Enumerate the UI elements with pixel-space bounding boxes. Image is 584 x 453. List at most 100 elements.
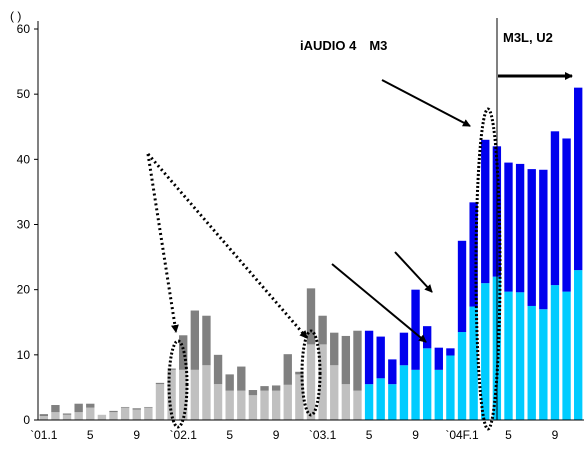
bar-series2-col23 xyxy=(295,371,304,375)
bar-series4-col33 xyxy=(411,289,420,370)
bar-series2-col27 xyxy=(341,335,351,385)
release-annotation-label: M3L, U2 xyxy=(503,30,553,45)
bar-series4-col32 xyxy=(399,332,409,366)
bar-series2-col16 xyxy=(213,354,223,385)
bar-series3-col45 xyxy=(550,285,560,420)
bar-series2-col26 xyxy=(330,332,339,366)
bar-series1-col26 xyxy=(330,365,339,420)
bar-series1-col20 xyxy=(260,390,269,420)
bar-series3-col29 xyxy=(364,384,374,420)
bar-series2-col19 xyxy=(248,390,258,396)
bar-series2-col4 xyxy=(74,403,83,413)
bar-series4-col29 xyxy=(364,330,374,385)
x-tick-label: 5 xyxy=(87,428,94,442)
bar-series1-col22 xyxy=(283,384,292,420)
device-arrow-1 xyxy=(381,79,471,127)
bar-series4-col41 xyxy=(504,162,513,292)
bars-group xyxy=(39,87,583,420)
bar-series1-col11 xyxy=(155,384,165,420)
bar-series2-col9 xyxy=(132,408,141,410)
bar-series2-col28 xyxy=(353,330,362,391)
bar-series1-col15 xyxy=(202,365,211,420)
x-tick-label: 5 xyxy=(366,428,373,442)
x-tick-label: 5 xyxy=(505,428,512,442)
x-tick-label: 9 xyxy=(133,428,140,442)
highlight-ellipse-2 xyxy=(300,329,322,417)
bar-series4-col38 xyxy=(469,202,478,307)
y-tick-label: 40 xyxy=(17,152,31,166)
bar-series2-col10 xyxy=(144,406,153,408)
bar-series3-col32 xyxy=(399,365,409,420)
bar-series1-col13 xyxy=(179,369,188,420)
bar-series4-col35 xyxy=(434,347,443,370)
bar-series2-col7 xyxy=(109,410,118,413)
bar-series1-col18 xyxy=(237,390,246,420)
device-annotation-label: iAUDIO 4 M3 xyxy=(300,38,387,53)
bar-series4-col31 xyxy=(388,359,397,385)
bar-series1-col9 xyxy=(132,409,141,420)
bar-series1-col4 xyxy=(74,412,83,420)
x-tick-label: 5 xyxy=(226,428,233,442)
bar-series3-col31 xyxy=(388,384,397,420)
bar-series4-col47 xyxy=(574,87,583,271)
y-unit-label: ( ) xyxy=(10,9,21,23)
bar-series4-col45 xyxy=(550,131,560,286)
highlight-ellipse-1 xyxy=(167,339,189,429)
bar-series3-col43 xyxy=(527,305,536,420)
x-tick-label: `01.1 xyxy=(30,428,58,442)
bar-series4-col43 xyxy=(527,169,536,306)
bar-series3-col42 xyxy=(515,292,525,420)
highlight-ellipse-3 xyxy=(474,107,502,431)
bar-series1-col7 xyxy=(109,412,118,420)
bar-series3-col47 xyxy=(574,270,583,420)
bar-series4-col36 xyxy=(446,348,455,356)
bar-series2-col20 xyxy=(260,386,269,391)
bar-series1-col1 xyxy=(39,416,48,420)
bar-series1-col21 xyxy=(271,390,281,420)
y-tick-label: 10 xyxy=(17,348,31,362)
bar-series4-col42 xyxy=(515,163,525,293)
x-axis: `01.1 5 9 `02.1 5 9 `03.1 5 9 `04F.1 5 9 xyxy=(30,419,584,442)
bar-series1-col24 xyxy=(306,344,316,420)
bar-series3-col46 xyxy=(562,291,571,420)
x-tick-label: `02.1 xyxy=(170,428,198,442)
dotted-arrow-2 xyxy=(146,153,309,339)
bar-series1-col14 xyxy=(190,369,200,420)
bar-series1-col12 xyxy=(167,369,176,420)
bar-series3-col39 xyxy=(481,283,490,420)
x-tick-label: `03.1 xyxy=(309,428,337,442)
bar-series2-col2 xyxy=(51,405,60,413)
bar-series3-col37 xyxy=(457,332,467,420)
bar-series4-col44 xyxy=(539,169,548,310)
bar-series2-col14 xyxy=(190,310,200,370)
bar-series2-col24 xyxy=(306,288,316,345)
bar-series4-col34 xyxy=(422,326,432,349)
x-tick-label: 9 xyxy=(552,428,559,442)
bar-series3-col35 xyxy=(434,369,443,420)
bar-series2-col21 xyxy=(271,385,281,391)
bar-series3-col34 xyxy=(422,348,432,420)
annotation-group: iAUDIO 4 M3 M3L, U2 xyxy=(146,18,573,431)
bar-series3-col30 xyxy=(376,378,385,420)
bar-series1-col8 xyxy=(120,407,130,420)
bar-series2-col1 xyxy=(39,414,48,417)
device-arrow-3 xyxy=(331,263,427,343)
bar-series1-col5 xyxy=(86,407,95,420)
bar-series2-col12 xyxy=(167,368,176,370)
bar-series2-col8 xyxy=(120,406,130,408)
bar-series1-col17 xyxy=(225,390,234,420)
bar-series1-col3 xyxy=(62,414,72,420)
bar-series2-col5 xyxy=(86,403,95,408)
bar-series2-col3 xyxy=(62,413,72,415)
bar-series1-col19 xyxy=(248,395,258,420)
bar-series4-col39 xyxy=(481,139,490,284)
bar-series2-col11 xyxy=(155,382,165,385)
bar-series3-col41 xyxy=(504,291,513,420)
bar-series1-col28 xyxy=(353,390,362,420)
y-tick-label: 30 xyxy=(17,218,31,232)
bar-series1-col2 xyxy=(51,412,60,420)
bar-series1-col25 xyxy=(318,344,327,420)
bar-series1-col10 xyxy=(144,407,153,420)
bar-series4-col46 xyxy=(562,138,571,292)
